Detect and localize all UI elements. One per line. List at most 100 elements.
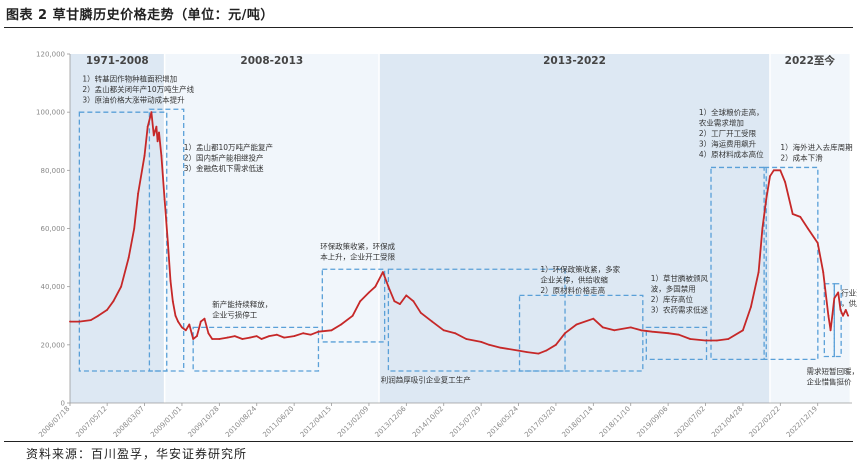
annotation-box [823, 283, 835, 358]
price-point [761, 227, 764, 230]
price-point [651, 330, 654, 333]
price-point [317, 330, 320, 333]
y-tick-label: 40,000 [41, 283, 66, 291]
period-label: 2022至今 [785, 54, 836, 67]
annotation-line: 1）环保政策收紧，多家 [540, 264, 620, 274]
price-point [555, 343, 557, 346]
period-label: 1971-2008 [86, 55, 149, 67]
annotation-line: 2）国内新产能相继投产 [184, 152, 264, 162]
price-point [757, 271, 760, 274]
price-point [106, 309, 109, 311]
annotation-line: 需求短暂回暖， [806, 366, 857, 376]
price-point [393, 300, 396, 303]
annotation-line: 1）草甘膦被颁风 [651, 273, 709, 283]
y-tick-label: 0 [61, 400, 65, 408]
x-axis: 2006/07/18 2007/05/12 2008/03/07 2009/01/01… [37, 403, 819, 439]
price-point [842, 314, 844, 317]
annotation-text: 1）海外进入去库周期 2）成本下滑 [780, 142, 852, 163]
price-point [163, 198, 166, 201]
x-tick-label: 2021/04/28 [710, 405, 744, 439]
price-point [188, 323, 191, 326]
annotation-line: 2）成本下滑 [780, 152, 823, 162]
price-point [283, 336, 286, 339]
price-point [405, 294, 408, 297]
annotation-line: 行业开工提升 [841, 287, 857, 297]
x-tick-label: 2022/02/22 [748, 405, 782, 439]
title-rule [4, 27, 853, 28]
price-point [769, 175, 771, 178]
annotation-text: 环保政策收紧，环保成本上升，企业开工受限 [320, 241, 395, 262]
price-point [844, 309, 847, 311]
price-point [169, 279, 172, 282]
price-point [677, 333, 680, 336]
period-label: 2013-2022 [543, 55, 606, 67]
price-point [152, 134, 155, 137]
period-labels: 1971-2008 2008-2013 2013-2022 2022至今 [86, 54, 836, 67]
price-point [340, 323, 343, 326]
annotation-line: 企业惜售挺价 [806, 376, 851, 386]
x-tick-label: 2015/07/29 [448, 405, 482, 439]
y-axis: 0 20,000 40,000 60,000 80,000 100,000 120,000 [36, 51, 852, 408]
period-band [70, 54, 165, 403]
price-point [799, 215, 802, 218]
price-point [97, 314, 100, 317]
annotation-line: 新产能持续释放， [212, 299, 272, 309]
price-point [177, 320, 179, 323]
price-point [749, 306, 752, 308]
price-point [839, 309, 842, 311]
source-note: 资料来源：百川盈孚，华安证券研究所 [26, 447, 248, 461]
annotation-text: 1）转基因作物种植面积增加 2）孟山都关闭年产10万吨生产线 3）原油价格大涨带动成… [82, 74, 194, 105]
price-point [192, 338, 195, 340]
price-point [112, 300, 115, 303]
annotation-line: 2）库存高位 [651, 294, 694, 304]
x-tick-label: 2014/10/02 [411, 405, 445, 439]
price-point [791, 213, 794, 215]
price-point [412, 300, 415, 303]
price-point [816, 242, 819, 244]
annotation-text: 需求短暂回暖，企业惜售挺价 [806, 366, 857, 387]
annotation-line: 本上升，企业开工受限 [320, 251, 395, 261]
price-point [564, 332, 566, 335]
price-point [241, 338, 244, 340]
annotation-box [78, 111, 168, 372]
price-point [829, 329, 832, 332]
x-tick-label: 2018/01/14 [561, 404, 596, 439]
annotation-text: 1）孟山都10万吨产能复产 2）国内新产能相继投产 3）金融危机下需求低迷 [184, 142, 273, 173]
price-point [203, 317, 206, 320]
price-point [330, 329, 333, 332]
annotation-line: 1）转基因作物种植面积增加 [82, 74, 177, 84]
price-point [260, 338, 263, 340]
source-rule [4, 441, 853, 442]
x-tick-label: 2018/11/10 [598, 405, 632, 439]
period-band [164, 54, 380, 403]
price-point [158, 131, 160, 134]
price-point [184, 329, 187, 332]
x-tick-label: 2017/03/20 [523, 405, 557, 439]
annotation-box [518, 294, 644, 372]
price-point [526, 351, 529, 354]
period-band [379, 54, 770, 403]
price-point [359, 300, 362, 303]
price-point [545, 349, 548, 352]
price-point [171, 300, 174, 303]
annotation-text: 1）全球粮价走高，农业需求增加 2）工厂开工受限 3）海运费用飙升 4）原材料成本高位 [699, 107, 764, 159]
price-point [613, 329, 616, 332]
price-point [704, 339, 707, 342]
price-point [640, 329, 642, 332]
annotation-line: 1）全球粮价走高， [699, 107, 764, 117]
x-tick-label: 2019/09/06 [635, 404, 670, 439]
price-point [233, 335, 236, 338]
price-point [381, 271, 384, 274]
price-point [302, 332, 305, 335]
y-tick-label: 20,000 [41, 341, 66, 349]
annotation-text: 新产能持续释放，企业亏损停工 [212, 299, 272, 320]
price-series [69, 111, 850, 355]
x-tick-label: 2013/02/09 [336, 405, 370, 439]
x-tick-label: 2006/07/18 [37, 405, 71, 439]
annotation-line: 3）金融危机下需求低迷 [184, 163, 264, 173]
annotation-text: 1）草甘膦被颁风波，多国禁用 2）库存高位 3）农药需求低迷 [651, 273, 709, 315]
price-point [181, 326, 183, 329]
period-label: 2008-2013 [240, 55, 303, 67]
annotation-line: 企业亏损停工 [212, 310, 257, 320]
